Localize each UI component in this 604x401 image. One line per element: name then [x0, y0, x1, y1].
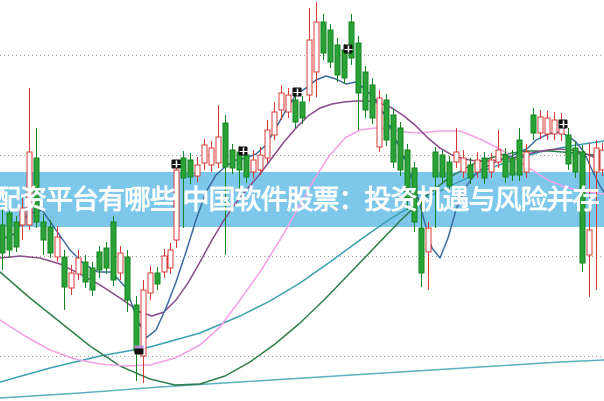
- candle: [124, 256, 131, 301]
- candle: [208, 147, 215, 166]
- candle: [341, 49, 348, 79]
- candle: [19, 207, 26, 226]
- candle: [320, 21, 327, 54]
- candle: [579, 151, 586, 264]
- candle: [243, 154, 250, 178]
- event-marker-icon: [134, 345, 144, 349]
- candle: [47, 226, 54, 254]
- candle: [502, 154, 509, 178]
- candle: [537, 116, 544, 134]
- ma-green-line: [0, 150, 604, 386]
- candle: [40, 221, 47, 241]
- candle: [133, 304, 140, 352]
- candle: [397, 127, 404, 171]
- candle: [453, 151, 460, 163]
- candle: [599, 149, 604, 171]
- candle: [173, 169, 180, 241]
- candle: [250, 159, 257, 173]
- headline-text: 配资平台有哪些 中国软件股票：投资机遇与风险并存: [0, 185, 600, 215]
- candle: [194, 164, 201, 177]
- candle: [215, 136, 222, 164]
- candle: [229, 149, 236, 169]
- candle: [467, 164, 474, 179]
- candle: [334, 44, 341, 76]
- candle: [439, 154, 446, 178]
- candle: [327, 29, 334, 63]
- candle: [82, 261, 89, 283]
- candle: [26, 151, 33, 226]
- candle: [54, 236, 61, 258]
- candle: [13, 221, 20, 248]
- candle: [495, 149, 502, 163]
- candle: [313, 21, 320, 73]
- candle: [167, 249, 174, 269]
- headline-band: [0, 172, 604, 227]
- candle: [509, 157, 516, 176]
- candle: [376, 97, 383, 148]
- candle: [432, 151, 439, 178]
- candle: [551, 119, 558, 135]
- candle: [264, 129, 271, 159]
- candle: [6, 212, 13, 251]
- candle: [0, 224, 6, 254]
- candle: [348, 21, 355, 59]
- candle: [383, 99, 390, 141]
- candle: [544, 117, 551, 135]
- candle: [523, 151, 530, 173]
- candle: [369, 84, 376, 119]
- candle: [572, 147, 579, 173]
- candle: [161, 255, 168, 273]
- candle: [418, 227, 425, 274]
- candle: [593, 147, 600, 173]
- candle: [306, 39, 313, 96]
- candle: [292, 99, 299, 123]
- candle: [140, 289, 147, 357]
- candle: [488, 159, 495, 173]
- candle: [33, 157, 40, 223]
- candle: [154, 272, 161, 285]
- ma-plum-line: [0, 100, 604, 317]
- candle: [530, 114, 537, 134]
- candle: [362, 71, 369, 111]
- candle: [411, 167, 418, 223]
- candle: [271, 111, 278, 136]
- candle: [285, 94, 292, 113]
- candle: [180, 157, 187, 179]
- candle: [425, 227, 432, 253]
- ma-teal-slow-line: [0, 359, 604, 399]
- candle: [355, 42, 362, 94]
- candle: [75, 257, 82, 275]
- candle: [187, 159, 194, 178]
- candle: [257, 154, 264, 171]
- candle: [586, 229, 593, 256]
- candle: [474, 159, 481, 173]
- candle: [565, 134, 572, 165]
- candle: [110, 221, 117, 281]
- candle: [299, 101, 306, 119]
- candle: [201, 144, 208, 164]
- candle: [446, 161, 453, 187]
- candle: [147, 272, 154, 294]
- candle: [117, 252, 124, 274]
- candle: [481, 157, 488, 179]
- candle: [278, 92, 285, 111]
- candle: [222, 122, 229, 168]
- candle: [96, 251, 103, 271]
- candle: [460, 157, 467, 173]
- candle: [404, 149, 411, 201]
- candle: [390, 114, 397, 163]
- candle: [61, 256, 68, 288]
- candle: [103, 247, 110, 269]
- candle: [89, 267, 96, 291]
- candle: [516, 139, 523, 176]
- candle: [68, 272, 75, 289]
